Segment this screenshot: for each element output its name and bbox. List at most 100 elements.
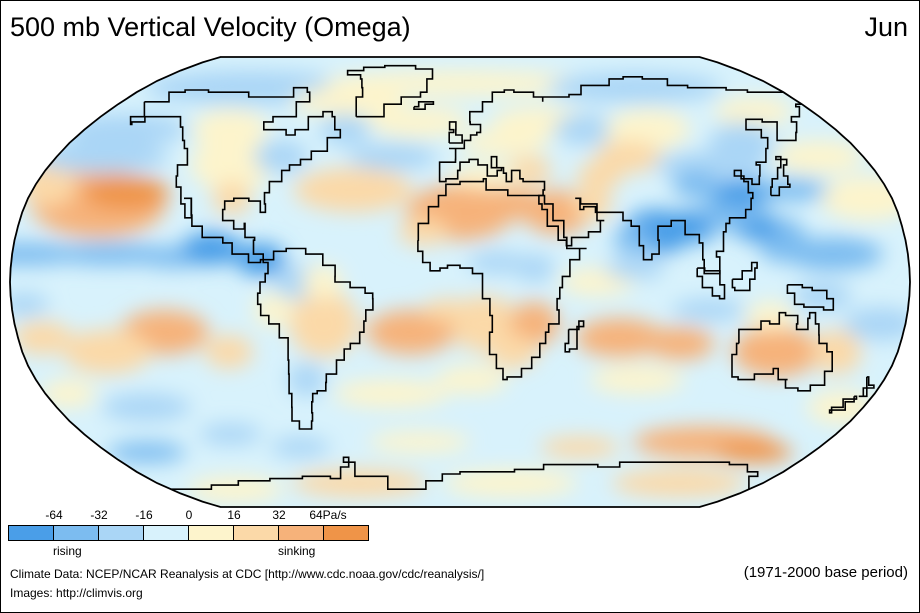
omega-cell [783,237,884,271]
legend-swatch [9,526,54,540]
month-label: Jun [864,12,908,42]
omega-cell [653,151,768,179]
globe-outline [9,56,911,508]
omega-cell [368,431,471,453]
credits: Climate Data: NCEP/NCAR Reanalysis at CD… [10,565,484,603]
coastline-eurasia [438,76,803,275]
omega-cell [181,231,242,266]
omega-cell [489,335,538,369]
omega-cell [323,70,597,96]
rising-label: rising [53,544,82,558]
coastline-britain [448,121,463,144]
omega-cell [366,309,456,355]
omega-cell [745,301,796,330]
coastline-nzsouth [828,395,858,414]
omega-cell [443,469,578,497]
omega-cell [13,321,73,355]
sinking-label: sinking [278,544,316,558]
omega-cell [10,293,49,316]
coastline-northAmerica [129,86,342,264]
omega-cell [575,318,664,358]
omega-cell [672,170,720,199]
coastline-antarctica [171,456,759,490]
coastline-japan [770,155,791,197]
base-period: (1971-2000 base period) [743,564,908,581]
omega-cell [646,326,715,361]
omega-cell [509,301,560,347]
omega-cell [756,178,829,201]
coastline-borneo [731,261,758,292]
omega-cell [10,242,87,266]
omega-cell [192,109,268,151]
omega-cell [290,87,404,116]
omega-cell [604,256,665,280]
omega-cell [83,176,170,210]
omega-cell [514,254,555,283]
omega-cell [40,379,96,408]
map-title: 500 mb Vertical Velocity (Omega) [10,12,411,42]
omega-cell [253,140,308,173]
legend-swatch [144,526,189,540]
omega-cell [773,140,864,173]
coastline-africa [417,178,587,381]
omega-cell [34,140,169,173]
omega-cell [436,365,508,394]
coastline-sumatra [696,267,726,300]
omega-cell [289,290,359,358]
omega-cell [204,335,254,369]
omega-cell [253,293,294,327]
omega-cell [212,181,252,215]
omega-cell [191,137,274,193]
legend-swatch [99,526,144,540]
legend-swatch [189,526,234,540]
omega-cell [589,365,684,394]
omega-cell [732,326,820,377]
omega-cell [63,114,189,146]
omega-cell [554,114,617,146]
legend-swatch [234,526,279,540]
omega-cell [63,329,152,375]
omega-cell [613,226,654,255]
omega-cell [820,176,910,221]
omega-cell [333,379,449,408]
omega-cell [398,217,448,246]
legend-swatch [279,526,324,540]
omega-cell [107,442,186,463]
coastline-iceland [413,101,435,110]
omega-cell [302,265,343,299]
coastline-newzealand [858,376,875,398]
omega-cell [187,476,284,503]
credit-images: Images: http://climvis.org [10,586,143,600]
omega-cell [547,72,723,103]
omega-cell [199,423,262,445]
legend-ticks: -64 -32 -16 0 16 32 64Pa/s [0,508,380,526]
omega-cell [843,307,910,341]
legend-swatch [54,526,99,540]
legend-tick: 0 [185,508,193,522]
omega-cell [348,143,438,171]
omega-cell [293,167,413,213]
omega-cell [270,436,331,458]
omega-cell [539,436,620,458]
omega-cell [671,298,747,322]
omega-cell [101,393,192,422]
color-legend [8,525,369,541]
omega-cell [467,251,528,274]
credit-data-source: Climate Data: NCEP/NCAR Reanalysis at CD… [10,567,485,581]
coastline-madagascar [564,320,585,353]
coastline-australia [731,311,833,392]
omega-cell [422,298,473,322]
coastline-greenland [346,64,434,118]
legend-tick: 32 [272,508,286,522]
coastline-newguinea [786,284,835,311]
omega-cell [606,109,690,151]
legend-tick: 64Pa/s [309,508,347,522]
legend-tick: -16 [135,508,153,522]
legend-swatch [324,526,368,540]
legend-tick: -64 [45,508,63,522]
omega-cell [291,469,427,497]
coastline-southAmerica [256,247,374,430]
legend-tick: -32 [90,508,108,522]
omega-cell [792,282,852,310]
